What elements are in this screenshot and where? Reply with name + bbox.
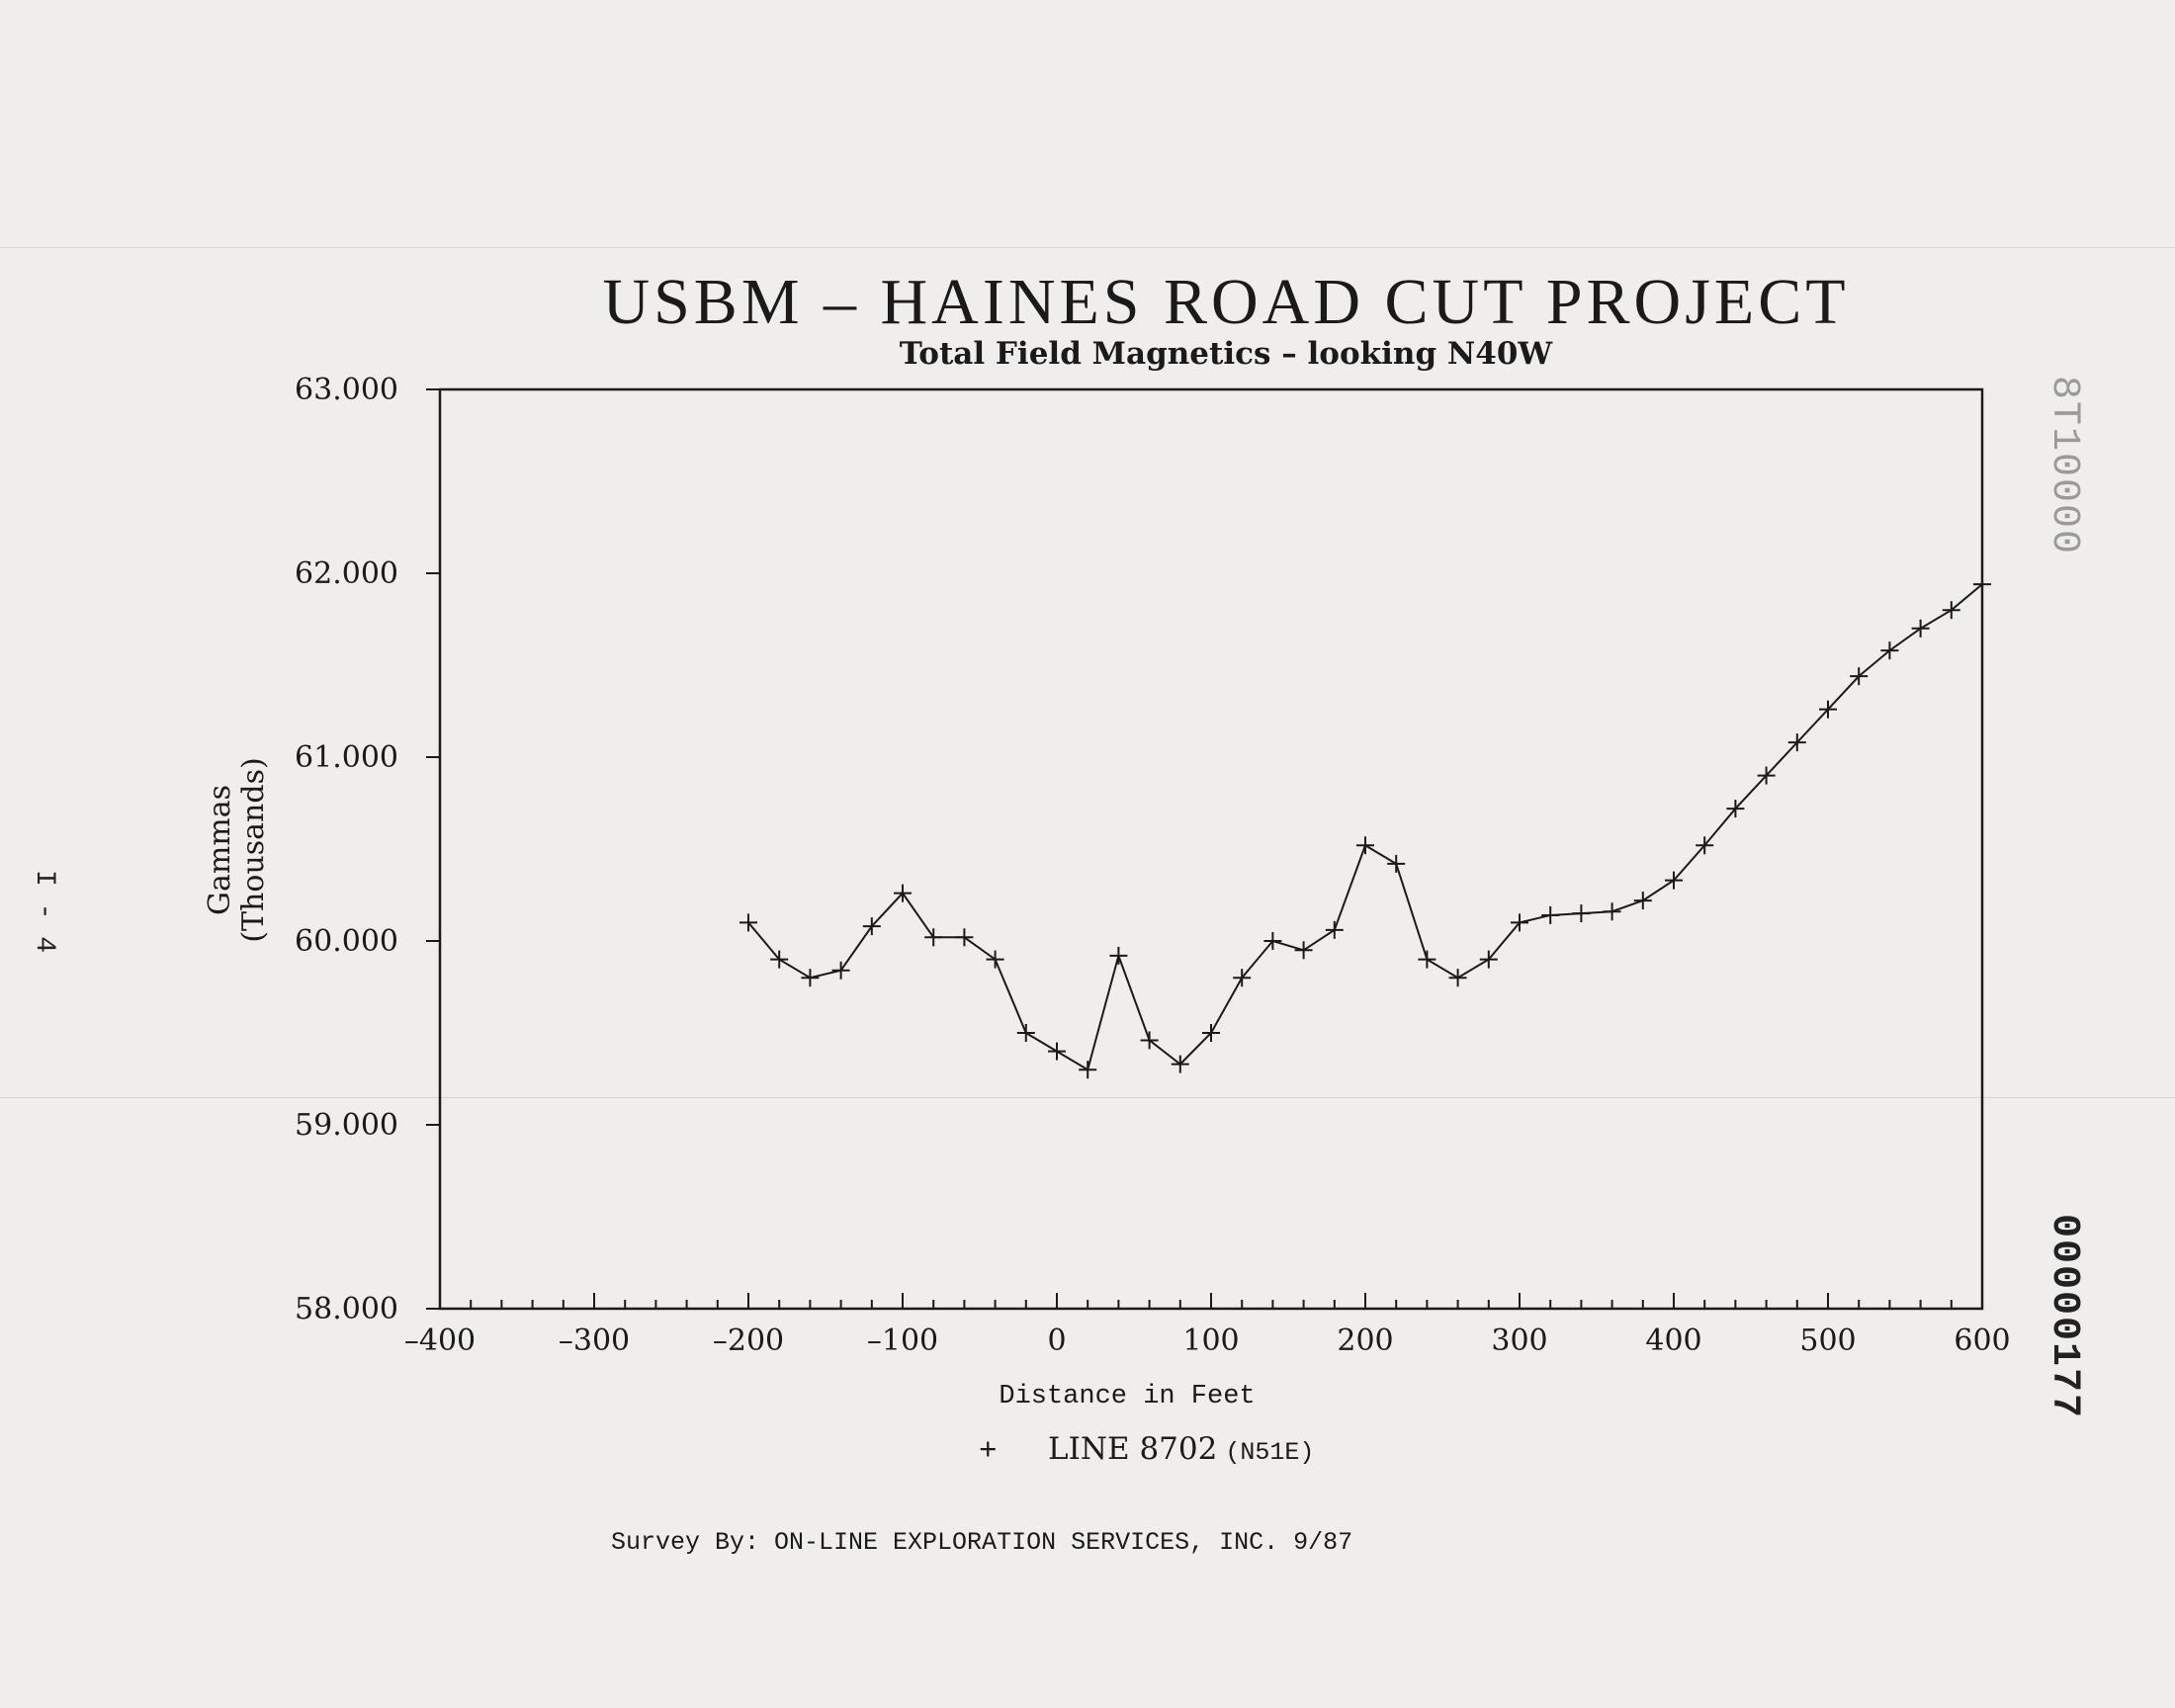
x-tick-label: –400 bbox=[404, 1324, 476, 1358]
data-point-marker bbox=[1911, 619, 1930, 638]
data-point-marker bbox=[1048, 1042, 1066, 1061]
legend: + LINE 8702 (N51E) bbox=[979, 1431, 1493, 1469]
y-axis-title-line1: Gammas bbox=[203, 785, 237, 915]
y-axis-title: Gammas (Thousands) bbox=[203, 757, 271, 942]
y-tick-label: 60.000 bbox=[295, 924, 398, 959]
x-tick-label: 100 bbox=[1182, 1324, 1239, 1358]
x-tick-label: 400 bbox=[1645, 1324, 1701, 1358]
data-point-marker bbox=[1294, 941, 1313, 960]
y-axis-title-line2: (Thousands) bbox=[236, 757, 271, 942]
x-axis: –400 –300 –200 –100 0 100 200 300 400 500 600 bbox=[404, 1293, 2011, 1358]
data-point-marker bbox=[1263, 932, 1282, 950]
data-point-marker bbox=[1850, 667, 1869, 686]
series-line bbox=[747, 583, 1983, 1071]
legend-sublabel: (N51E) bbox=[1225, 1438, 1315, 1467]
data-point-marker bbox=[1418, 950, 1436, 969]
data-point-marker bbox=[862, 917, 881, 936]
series-layer bbox=[740, 575, 1991, 1079]
y-axis: 58.000 59.000 60.000 61.000 62.000 63.000 bbox=[295, 373, 440, 1326]
x-axis-title: Distance in Feet bbox=[999, 1382, 1256, 1411]
chart-title: USBM – HAINES ROAD CUT PROJECT bbox=[602, 266, 1850, 338]
data-point-marker bbox=[1171, 1055, 1189, 1073]
data-point-marker bbox=[1448, 969, 1467, 987]
data-point-marker bbox=[1572, 904, 1591, 923]
y-tick-label: 58.000 bbox=[295, 1292, 398, 1326]
data-point-marker bbox=[740, 913, 757, 932]
document-stamp-bottom: 00000177 bbox=[2042, 1214, 2086, 1420]
data-point-marker bbox=[1079, 1061, 1097, 1079]
x-tick-label: 500 bbox=[1799, 1324, 1856, 1358]
data-point-marker bbox=[986, 950, 1004, 969]
x-tick-label: –100 bbox=[867, 1324, 938, 1358]
data-point-marker bbox=[924, 928, 943, 947]
legend-label: LINE 8702 bbox=[1048, 1431, 1218, 1467]
data-point-marker bbox=[1016, 1024, 1035, 1042]
chart-subtitle: Total Field Magnetics – looking N40W bbox=[899, 336, 1553, 372]
x-tick-label: 200 bbox=[1337, 1324, 1393, 1358]
data-point-marker bbox=[1942, 601, 1960, 620]
data-point-marker bbox=[1696, 836, 1714, 855]
data-point-marker bbox=[1819, 700, 1837, 719]
document-stamp-top: 8T10000 bbox=[2042, 376, 2086, 556]
data-point-marker bbox=[1479, 950, 1498, 969]
data-point-marker bbox=[894, 884, 912, 902]
y-tick-label: 62.000 bbox=[295, 556, 398, 591]
x-tick-label: –200 bbox=[713, 1324, 784, 1358]
data-point-marker bbox=[1541, 905, 1560, 924]
data-point-marker bbox=[1665, 871, 1683, 890]
data-point-marker bbox=[1109, 946, 1128, 965]
y-tick-label: 63.000 bbox=[295, 373, 398, 407]
page-number: I - 4 bbox=[29, 870, 59, 954]
data-point-marker bbox=[1233, 969, 1252, 987]
y-tick-label: 59.000 bbox=[295, 1108, 398, 1143]
data-point-marker bbox=[955, 928, 974, 947]
data-point-marker bbox=[1356, 836, 1374, 855]
data-point-marker bbox=[770, 950, 789, 969]
data-point-marker bbox=[1633, 892, 1652, 910]
data-point-marker bbox=[1726, 800, 1745, 818]
survey-credit: Survey By: ON-LINE EXPLORATION SERVICES,… bbox=[611, 1528, 1353, 1557]
scan-fold-line bbox=[0, 247, 2175, 248]
data-point-marker bbox=[1787, 733, 1806, 752]
data-point-marker bbox=[1757, 766, 1776, 785]
data-point-marker bbox=[801, 969, 820, 987]
data-point-marker bbox=[1202, 1024, 1220, 1042]
legend-marker: + bbox=[979, 1434, 998, 1469]
x-tick-label: 600 bbox=[1954, 1324, 2010, 1358]
data-point-marker bbox=[1387, 854, 1406, 873]
y-tick-label: 61.000 bbox=[295, 740, 398, 775]
plot-frame bbox=[438, 387, 1984, 1311]
data-point-marker bbox=[831, 961, 850, 980]
data-point-marker bbox=[1511, 913, 1528, 932]
data-point-marker bbox=[1973, 575, 1991, 594]
data-point-marker bbox=[1325, 920, 1344, 939]
x-tick-label: 0 bbox=[1047, 1324, 1066, 1358]
x-tick-label: –300 bbox=[559, 1324, 630, 1358]
data-point-marker bbox=[1140, 1031, 1159, 1050]
data-point-marker bbox=[1880, 641, 1899, 660]
x-tick-label: 300 bbox=[1491, 1324, 1547, 1358]
data-point-marker bbox=[1603, 902, 1621, 921]
scan-fold-line bbox=[0, 1097, 2175, 1098]
